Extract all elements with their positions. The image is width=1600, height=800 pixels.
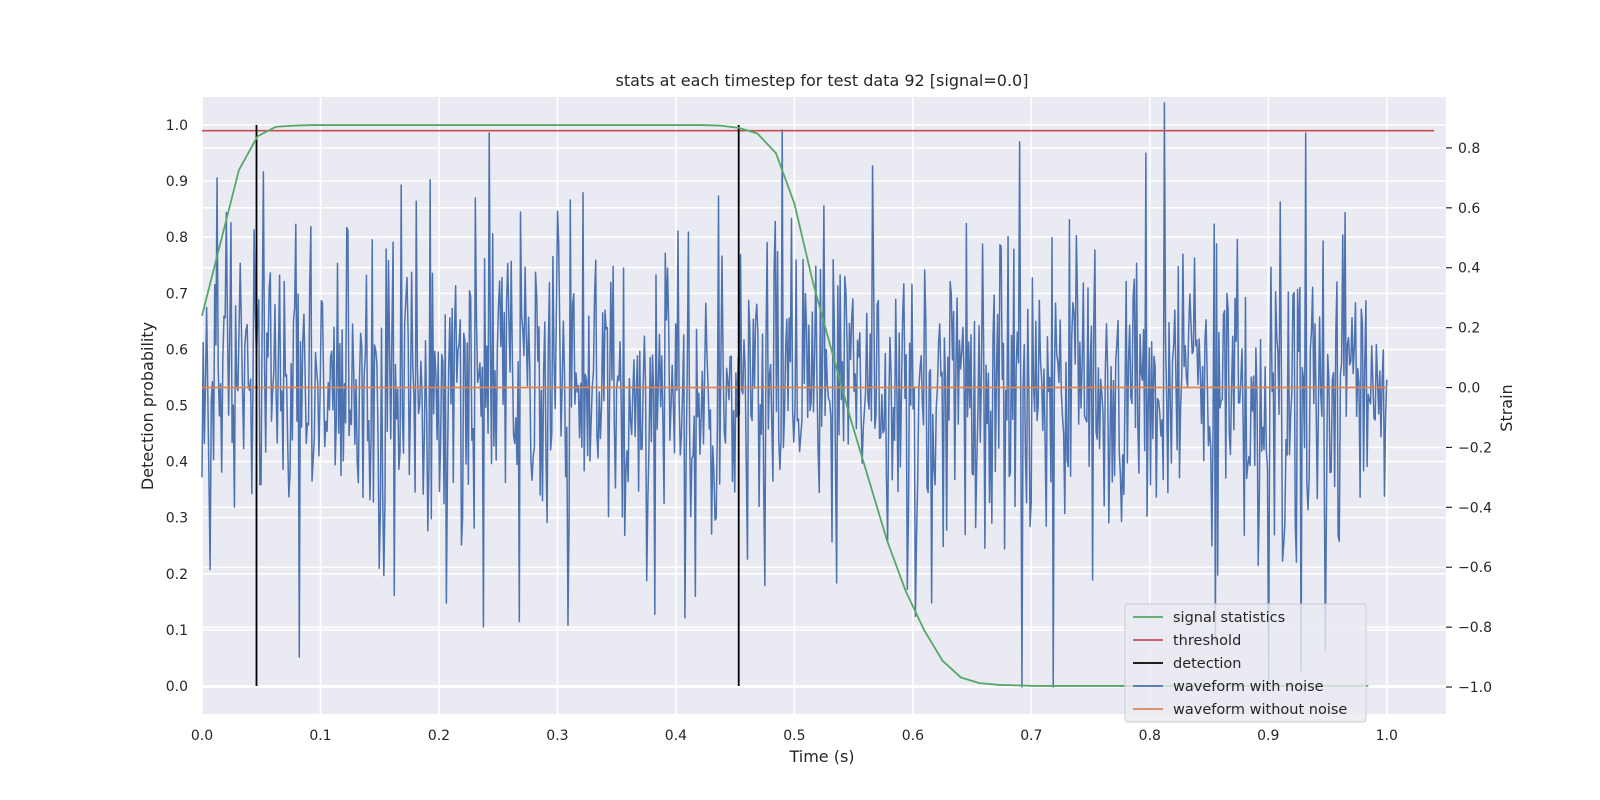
y2-tick-label: 0.8 bbox=[1458, 141, 1480, 157]
y-tick-label: 0.4 bbox=[166, 455, 188, 471]
y-tick-label: 0.7 bbox=[166, 286, 188, 302]
y2-tick-label: 0.0 bbox=[1458, 381, 1480, 397]
y2-tick-label: −1.0 bbox=[1458, 680, 1492, 696]
y-tick-label: 0.2 bbox=[166, 567, 188, 583]
y2-axis-label: Strain bbox=[1497, 384, 1516, 431]
y2-tick-label: −0.2 bbox=[1458, 440, 1492, 456]
x-tick-label: 0.7 bbox=[1020, 728, 1042, 744]
y2-tick-label: −0.6 bbox=[1458, 560, 1492, 576]
x-tick-label: 0.1 bbox=[309, 728, 331, 744]
y-tick-label: 0.0 bbox=[166, 679, 188, 695]
legend-box bbox=[1124, 603, 1367, 723]
bottom-axis-ticks: 0.0 0.1 0.2 0.3 0.4 0.5 0.6 0.7 0.8 0.9 1.0 bbox=[191, 728, 1398, 744]
left-axis-ticks: 0.0 0.1 0.2 0.3 0.4 0.5 0.6 0.7 0.8 0.9 1.0 bbox=[166, 118, 188, 695]
y-tick-label: 0.8 bbox=[166, 230, 188, 246]
x-tick-label: 1.0 bbox=[1376, 728, 1398, 744]
x-tick-label: 0.9 bbox=[1257, 728, 1279, 744]
y-tick-label: 0.3 bbox=[166, 511, 188, 527]
y2-tick-label: 0.2 bbox=[1458, 321, 1480, 337]
x-tick-label: 0.4 bbox=[665, 728, 687, 744]
x-tick-label: 0.6 bbox=[902, 728, 924, 744]
legend-label: waveform without noise bbox=[1173, 702, 1347, 718]
y2-tick-label: −0.4 bbox=[1458, 500, 1492, 516]
x-tick-label: 0.0 bbox=[191, 728, 213, 744]
legend-label: threshold bbox=[1173, 633, 1241, 649]
y-tick-label: 0.1 bbox=[166, 623, 188, 639]
legend-label: signal statistics bbox=[1173, 610, 1285, 626]
legend-label: waveform with noise bbox=[1173, 679, 1324, 695]
x-tick-label: 0.8 bbox=[1139, 728, 1161, 744]
legend-label: detection bbox=[1173, 656, 1241, 672]
y2-tick-label: 0.6 bbox=[1458, 201, 1480, 217]
right-axis-ticks: −1.0 −0.8 −0.6 −0.4 −0.2 0.0 0.2 0.4 0.6 0.8 bbox=[1446, 141, 1492, 696]
legend: signal statistics threshold detection wavef… bbox=[1124, 603, 1367, 723]
y-axis-label: Detection probability bbox=[138, 322, 157, 490]
x-tick-label: 0.2 bbox=[428, 728, 450, 744]
x-tick-label: 0.3 bbox=[546, 728, 568, 744]
y2-tick-label: 0.4 bbox=[1458, 261, 1480, 277]
y2-tick-label: −0.8 bbox=[1458, 620, 1492, 636]
x-axis-label: Time (s) bbox=[788, 747, 854, 766]
y-tick-label: 1.0 bbox=[166, 118, 188, 134]
y-tick-label: 0.9 bbox=[166, 174, 188, 190]
x-tick-label: 0.5 bbox=[783, 728, 805, 744]
chart-title: stats at each timestep for test data 92 … bbox=[616, 71, 1029, 90]
y-tick-label: 0.6 bbox=[166, 342, 188, 358]
y-tick-label: 0.5 bbox=[166, 399, 188, 415]
series-waveform-with-noise bbox=[201, 102, 1388, 688]
